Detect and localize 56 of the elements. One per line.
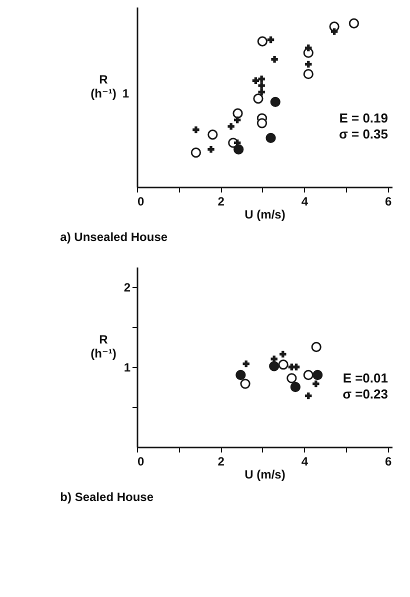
point [305, 44, 312, 52]
point [236, 370, 246, 380]
point [269, 361, 280, 372]
point [312, 370, 323, 380]
annotation: σ =0.23 [342, 386, 388, 402]
point [190, 148, 202, 158]
point [348, 18, 360, 28]
point [242, 360, 250, 368]
point [305, 60, 312, 68]
point [290, 382, 301, 392]
point [312, 380, 320, 388]
point [234, 144, 244, 154]
text: a) Unsealed House [60, 230, 168, 244]
x-tick-label: 4 [301, 194, 308, 208]
point [330, 28, 338, 35]
point [278, 360, 288, 370]
point [303, 370, 314, 380]
x-tick-label: 6 [384, 454, 392, 468]
point [292, 364, 300, 370]
point [270, 356, 278, 362]
y-axis-title: R (h⁻¹) [90, 72, 116, 100]
point [311, 342, 322, 352]
point [240, 378, 250, 389]
point [266, 132, 276, 143]
point [303, 69, 314, 80]
point [192, 126, 200, 134]
point [208, 146, 214, 153]
point [257, 36, 268, 46]
point [256, 118, 268, 128]
annotation: E =0.01 [342, 370, 388, 386]
annotation: E = 0.19 [339, 110, 388, 126]
x-tick-label: 0 [138, 194, 144, 208]
point [234, 116, 241, 124]
x-tick-label: 6 [384, 194, 392, 208]
point [258, 82, 265, 89]
point [258, 88, 265, 96]
point [267, 36, 274, 44]
x-tick-label: 2 [218, 194, 225, 208]
point [253, 94, 264, 104]
point [208, 130, 218, 140]
point [270, 96, 280, 107]
x-axis-title: U (m/s) [244, 468, 286, 482]
annotation: σ = 0.35 [338, 126, 388, 142]
point [228, 123, 234, 130]
y-axis-title: R (h⁻¹) [90, 332, 116, 360]
point [280, 350, 286, 358]
point [271, 56, 278, 63]
point [232, 108, 243, 118]
x-tick-label: 2 [218, 454, 225, 468]
point [305, 392, 312, 400]
point [286, 373, 297, 384]
point [258, 76, 265, 82]
text: b) Sealed House [60, 490, 154, 504]
x-tick-label: 4 [301, 454, 308, 468]
x-tick-label: 0 [138, 454, 144, 468]
x-axis-title: U (m/s) [244, 208, 286, 222]
